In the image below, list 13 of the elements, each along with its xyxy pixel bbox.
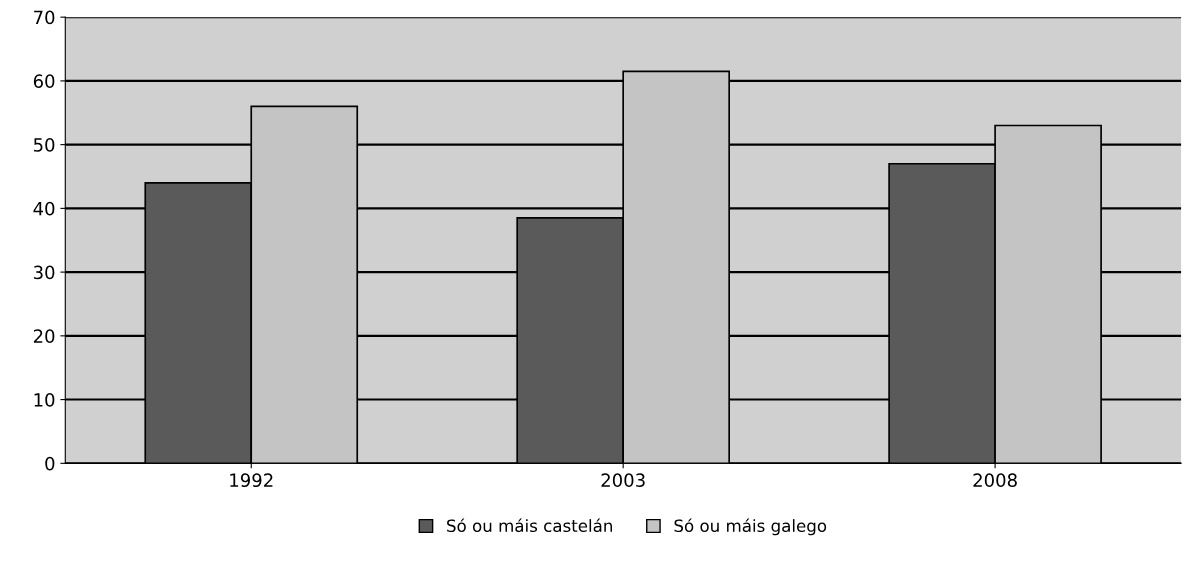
x-tick-label: 1992 xyxy=(230,473,273,488)
y-tick-label: 30 xyxy=(33,265,55,280)
y-tick-label: 10 xyxy=(34,393,55,407)
y-tick-label: 40 xyxy=(33,201,55,216)
y-tick-label: 60 xyxy=(33,74,55,89)
legend-label: Só ou máis castelán xyxy=(447,518,612,533)
y-tick-label: 70 xyxy=(34,10,55,25)
legend-label: Só ou máis galego xyxy=(674,518,827,536)
x-tick-label: 2003 xyxy=(601,473,645,488)
x-tick-label: 2008 xyxy=(973,473,1017,488)
y-tick-label: 0 xyxy=(45,456,55,471)
y-tick-label: 50 xyxy=(33,138,55,152)
y-tick-label: 20 xyxy=(33,329,55,343)
